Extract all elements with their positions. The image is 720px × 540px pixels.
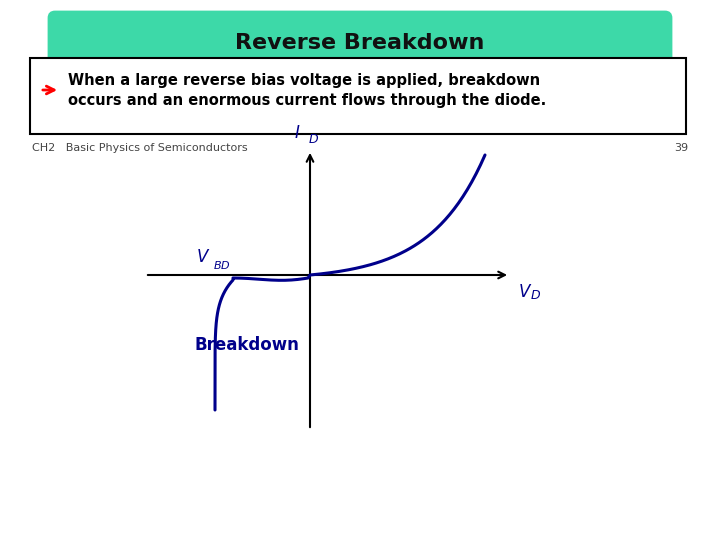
Text: $\mathit{D}$: $\mathit{D}$ bbox=[308, 133, 319, 146]
Text: CH2   Basic Physics of Semiconductors: CH2 Basic Physics of Semiconductors bbox=[32, 143, 248, 153]
Text: $\mathit{I}$: $\mathit{I}$ bbox=[294, 124, 300, 142]
Text: $\mathit{V}$: $\mathit{V}$ bbox=[196, 248, 210, 266]
Text: 39: 39 bbox=[674, 143, 688, 153]
Text: Breakdown: Breakdown bbox=[195, 336, 300, 354]
FancyBboxPatch shape bbox=[49, 12, 671, 76]
Text: occurs and an enormous current flows through the diode.: occurs and an enormous current flows thr… bbox=[68, 92, 546, 107]
FancyBboxPatch shape bbox=[30, 58, 686, 134]
Text: $\mathit{V}$: $\mathit{V}$ bbox=[518, 283, 532, 301]
Text: $\mathit{BD}$: $\mathit{BD}$ bbox=[213, 259, 230, 271]
Text: $\mathit{D}$: $\mathit{D}$ bbox=[530, 289, 541, 302]
Text: When a large reverse bias voltage is applied, breakdown: When a large reverse bias voltage is app… bbox=[68, 72, 540, 87]
Text: Reverse Breakdown: Reverse Breakdown bbox=[235, 33, 485, 53]
